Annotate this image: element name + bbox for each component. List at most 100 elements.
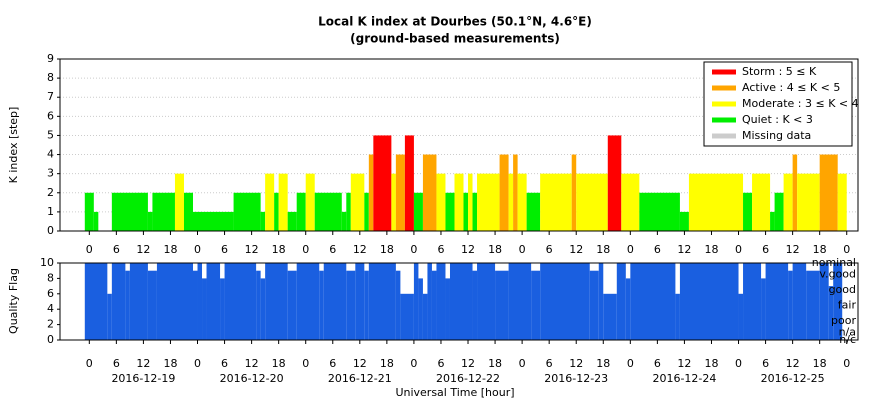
bar <box>468 173 473 231</box>
legend-label: Moderate : 3 ≤ K < 4 <box>742 97 859 110</box>
x-tick-label: 6 <box>654 243 661 256</box>
bar <box>495 270 509 340</box>
y-tick-label: 4 <box>47 148 54 161</box>
bar <box>675 293 680 340</box>
legend-label: Missing data <box>742 129 811 142</box>
bar <box>400 293 414 340</box>
y-tick-label: 5 <box>47 128 54 141</box>
bar <box>571 154 577 231</box>
bar <box>422 293 428 340</box>
bar <box>260 278 266 340</box>
bar <box>156 263 193 340</box>
bar <box>256 270 261 340</box>
x-tick-label: 12 <box>786 243 800 256</box>
bar <box>413 192 423 231</box>
date-label: 2016-12-20 <box>220 372 284 385</box>
bar <box>463 192 469 231</box>
bar <box>788 270 793 340</box>
bar <box>274 192 279 231</box>
flag-label: poor <box>831 314 856 327</box>
bar <box>319 270 324 340</box>
bar <box>224 263 257 340</box>
bar <box>147 270 157 340</box>
x-tick-label: 18 <box>488 357 502 370</box>
bar <box>265 263 288 340</box>
x-tick-label: 12 <box>353 357 367 370</box>
y-tick-label: 8 <box>47 271 54 284</box>
bar <box>765 263 789 340</box>
bar <box>111 263 126 340</box>
date-label: 2016-12-19 <box>111 372 175 385</box>
x-tick-label: 12 <box>245 243 259 256</box>
x-tick-label: 0 <box>519 357 526 370</box>
bar <box>220 278 225 340</box>
bar <box>598 263 604 340</box>
bar <box>427 263 432 340</box>
bar <box>373 135 392 231</box>
x-tick-label: 18 <box>488 243 502 256</box>
bar <box>391 173 396 231</box>
x-tick-label: 6 <box>546 243 553 256</box>
x-tick-label: 18 <box>272 243 286 256</box>
bar <box>341 211 347 231</box>
bar <box>111 192 148 231</box>
bar <box>472 192 478 231</box>
x-tick-label: 6 <box>437 243 444 256</box>
bar <box>828 286 834 340</box>
bar <box>526 192 541 231</box>
y-axis-label: Quality Flag <box>7 268 20 334</box>
x-tick-label: 0 <box>86 243 93 256</box>
bar <box>616 263 626 340</box>
x-tick-label: 6 <box>113 243 120 256</box>
bar <box>625 278 631 340</box>
date-label: 2016-12-25 <box>761 372 825 385</box>
x-axis-label: Universal Time [hour] <box>395 386 514 399</box>
bar <box>193 270 198 340</box>
date-label: 2016-12-22 <box>436 372 500 385</box>
x-tick-label: 12 <box>461 357 475 370</box>
bar <box>265 173 275 231</box>
y-tick-label: 8 <box>47 71 54 84</box>
bar <box>129 263 148 340</box>
bar <box>774 192 784 231</box>
x-tick-label: 6 <box>546 357 553 370</box>
bar <box>797 173 820 231</box>
bar <box>477 173 500 231</box>
y-tick-label: 3 <box>47 167 54 180</box>
bar <box>639 192 680 231</box>
bar <box>531 270 541 340</box>
x-tick-label: 0 <box>735 243 742 256</box>
x-tick-label: 6 <box>654 357 661 370</box>
x-tick-label: 0 <box>627 243 634 256</box>
bar <box>819 263 829 340</box>
bar <box>603 293 617 340</box>
bar <box>477 263 496 340</box>
plot-frame <box>59 262 859 341</box>
y-tick-label: 0 <box>47 224 54 237</box>
plot-frame <box>59 58 859 232</box>
y-tick-label: 0 <box>47 333 54 346</box>
bar <box>499 154 509 231</box>
y-tick-label: 6 <box>47 109 54 122</box>
x-tick-label: 18 <box>704 243 718 256</box>
bar <box>819 154 838 231</box>
x-tick-label: 6 <box>221 357 228 370</box>
x-tick-label: 12 <box>245 357 259 370</box>
bar <box>364 270 369 340</box>
flag-label: v.good <box>819 268 856 281</box>
bar <box>679 211 689 231</box>
bar <box>472 270 478 340</box>
x-tick-label: 0 <box>302 357 309 370</box>
bar <box>183 192 193 231</box>
bar <box>738 293 744 340</box>
bar <box>346 192 351 231</box>
x-tick-label: 12 <box>677 243 691 256</box>
bar <box>147 211 153 231</box>
date-label: 2016-12-24 <box>652 372 716 385</box>
date-label: 2016-12-23 <box>544 372 608 385</box>
bar <box>355 263 365 340</box>
bar <box>752 173 771 231</box>
x-tick-label: 12 <box>136 243 150 256</box>
bar <box>152 192 175 231</box>
